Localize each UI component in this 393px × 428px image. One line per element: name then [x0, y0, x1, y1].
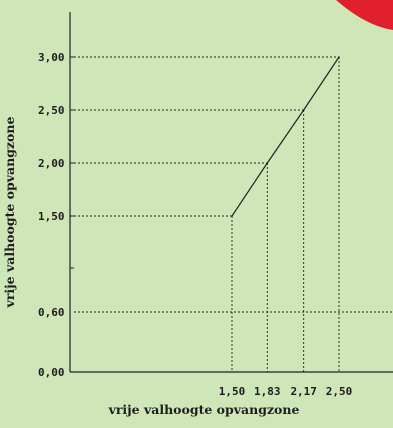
y-tick-label: 1,50: [38, 210, 65, 223]
x-tick-labels: 1,50 1,83 2,17 2,50: [219, 385, 353, 398]
data-point: [266, 162, 269, 164]
y-tick-label: 3,00: [38, 51, 65, 64]
corner-badge: [336, 0, 393, 30]
y-tick-label: 2,50: [38, 104, 65, 117]
data-point: [338, 56, 340, 58]
x-tick-label: 2,17: [290, 385, 317, 398]
series: [231, 56, 340, 217]
x-tick-label: 1,50: [219, 385, 246, 398]
data-point: [231, 215, 233, 217]
series-line: [231, 56, 340, 217]
x-tick-label: 1,83: [254, 385, 281, 398]
y-tick-label: 0,60: [38, 306, 65, 319]
x-axis-title: vrije valhoogte opvangzone: [108, 402, 300, 417]
x-tick-label: 2,50: [326, 385, 353, 398]
y-tick-label: 2,00: [38, 157, 65, 170]
y-tick-labels: 0,00 0,60 1,50 2,00 2,50 3,00: [38, 51, 65, 379]
axes: [69, 12, 393, 373]
guide-lines: [74, 56, 393, 372]
y-tick-label: 0,00: [38, 366, 65, 379]
data-point: [302, 109, 305, 111]
y-axis-title: vrije valhoogte opvangzone: [2, 117, 17, 309]
